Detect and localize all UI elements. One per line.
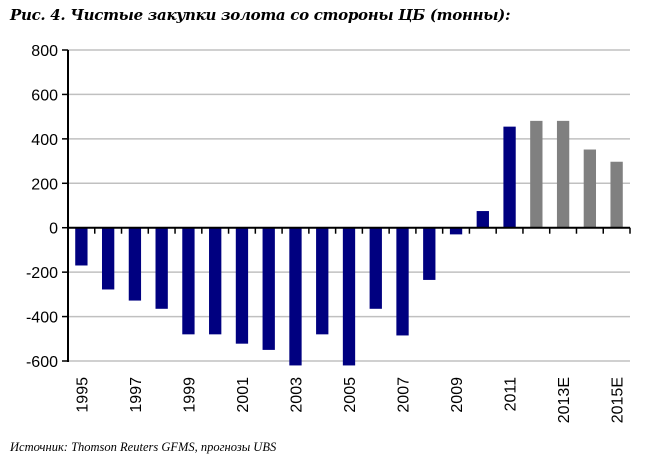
bar — [530, 120, 543, 228]
bar — [342, 227, 356, 366]
bar — [155, 227, 168, 309]
bar — [449, 227, 463, 235]
bar — [182, 227, 195, 335]
x-tick-label: 2015E — [610, 377, 627, 423]
bars — [75, 120, 623, 366]
x-tick-label: 1999 — [181, 377, 198, 413]
bar — [396, 227, 409, 336]
axes — [62, 49, 631, 362]
chart-title: Рис. 4. Чистые закупки золота со стороны… — [10, 6, 511, 24]
bar — [209, 227, 222, 335]
bar — [503, 126, 516, 228]
bar — [316, 227, 329, 335]
bar — [476, 211, 489, 228]
source-note: Источник: Thomson Reuters GFMS, прогнозы… — [10, 440, 277, 454]
bar — [369, 227, 382, 309]
y-tick-label: -400 — [26, 310, 58, 327]
y-tick-label: 400 — [31, 132, 58, 149]
x-tick-label: 2011 — [503, 377, 520, 412]
bar — [75, 227, 88, 266]
x-tick-labels: 1995 1997 1999 2001 2003 2005 2007 2009 2011 2013… — [74, 377, 626, 423]
y-tick-label: -600 — [26, 354, 58, 371]
x-tick-label: 2007 — [396, 377, 413, 413]
bar — [423, 227, 436, 280]
bar — [610, 161, 623, 228]
y-tick-labels: 800 600 400 200 0 -200 -400 -600 — [26, 43, 58, 371]
y-tick-label: 600 — [31, 87, 58, 104]
bar — [101, 227, 115, 290]
x-tick-label: 1995 — [74, 377, 91, 413]
x-tick-label: 2013E — [556, 377, 573, 423]
y-tick-label: -200 — [26, 265, 58, 282]
x-tick-label: 2005 — [342, 377, 359, 413]
bar — [262, 227, 275, 350]
y-tick-label: 200 — [31, 176, 58, 193]
y-tick-label: 800 — [31, 43, 58, 60]
bar — [583, 149, 597, 228]
bar — [289, 227, 302, 366]
bar — [128, 227, 142, 301]
x-tick-label: 1997 — [128, 377, 145, 413]
y-tick-label: 0 — [49, 221, 58, 238]
x-tick-label: 2001 — [235, 377, 252, 413]
x-tick-label: 2003 — [288, 377, 305, 413]
bar — [235, 227, 249, 344]
x-tick-label: 2009 — [449, 377, 466, 413]
bar — [556, 120, 570, 228]
